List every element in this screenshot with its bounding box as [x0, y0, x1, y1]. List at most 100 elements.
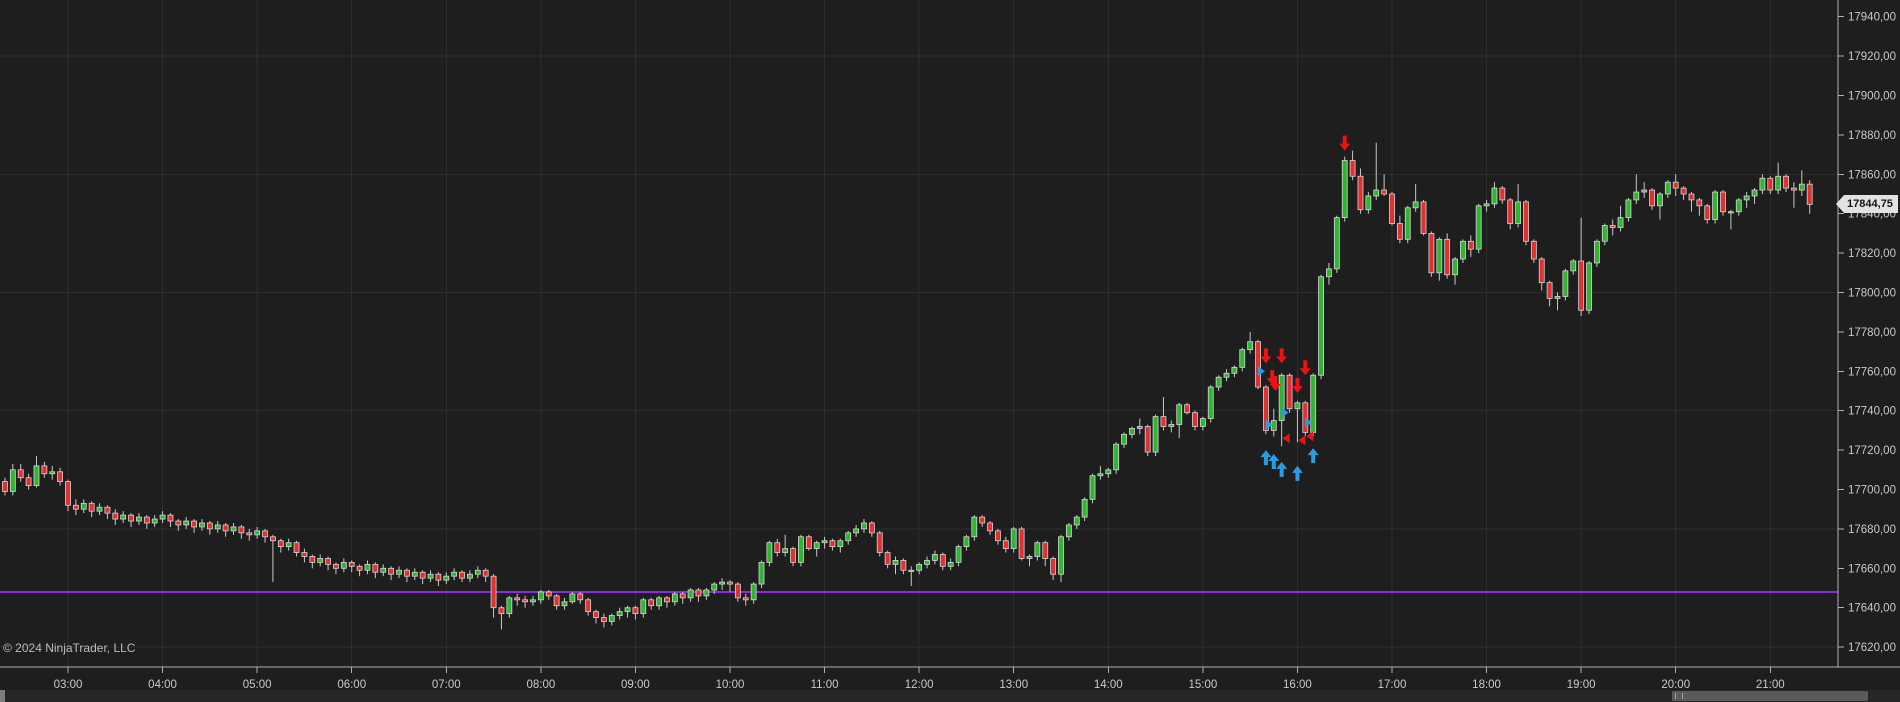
- candle: [1515, 184, 1521, 228]
- candle: [96, 503, 103, 516]
- candle: [191, 519, 197, 533]
- candle: [388, 566, 395, 581]
- candle: [1223, 369, 1230, 382]
- candle: [774, 538, 781, 557]
- candle: [1349, 150, 1356, 181]
- candle: [624, 605, 631, 618]
- candle: [498, 605, 505, 630]
- candle: [1460, 239, 1466, 263]
- candle: [1184, 402, 1190, 415]
- candle: [1428, 231, 1435, 277]
- candle: [1712, 190, 1719, 224]
- candle: [1333, 215, 1340, 273]
- candle: [396, 566, 402, 579]
- candle: [648, 597, 655, 610]
- candle: [1018, 526, 1025, 561]
- candles: [2, 142, 1813, 630]
- current-price-label: 17844,75: [1847, 198, 1893, 210]
- price-axis[interactable]: 17940,00 17920,00 17900,00 17880,00 17860,00…: [1838, 12, 1896, 654]
- price-axis-label: 17920,00: [1848, 51, 1896, 63]
- sell-signal-arrow-icon: [1291, 377, 1303, 393]
- candle: [325, 556, 331, 571]
- candle: [892, 556, 899, 575]
- time-axis[interactable]: 03:00 04:00 05:00 06:00 07:00 08:00 09:00 10:00…: [54, 667, 1785, 691]
- candle: [1058, 534, 1064, 583]
- candle: [364, 560, 371, 575]
- candle: [719, 578, 726, 590]
- candle: [1381, 174, 1388, 196]
- candle: [1546, 280, 1553, 307]
- candle: [1034, 540, 1041, 561]
- candle: [80, 499, 87, 514]
- candle: [1318, 274, 1324, 380]
- candle: [443, 572, 450, 585]
- price-axis-label: 17660,00: [1848, 563, 1896, 575]
- candle: [25, 473, 32, 490]
- time-axis-label: 20:00: [1661, 679, 1690, 691]
- candle: [1168, 420, 1175, 433]
- axes: [0, 0, 1900, 668]
- candle: [593, 609, 599, 624]
- candle: [1042, 540, 1049, 567]
- exit-triangle-icon: [1306, 431, 1314, 442]
- candle: [2, 477, 8, 496]
- candle: [136, 513, 142, 525]
- candle: [1523, 199, 1529, 246]
- candle: [206, 521, 213, 535]
- candle: [1294, 400, 1301, 443]
- horizontal-scrollbar[interactable]: [0, 690, 1900, 702]
- candle: [1396, 215, 1403, 244]
- buy-signal-arrow-icon: [1291, 465, 1303, 481]
- candle: [1452, 257, 1458, 285]
- candle: [1720, 190, 1726, 216]
- candle: [553, 593, 560, 610]
- candle: [821, 536, 828, 549]
- candle: [1806, 180, 1813, 214]
- candle: [805, 534, 812, 551]
- candle: [309, 554, 316, 569]
- price-axis-label: 17820,00: [1848, 248, 1896, 260]
- candle: [1144, 424, 1151, 457]
- candle: [1026, 554, 1033, 567]
- candle: [1696, 197, 1703, 216]
- candle: [112, 509, 119, 525]
- candle: [1239, 347, 1246, 372]
- candle: [317, 554, 324, 567]
- candle: [1467, 235, 1474, 258]
- candle: [963, 534, 970, 551]
- time-axis-label: 08:00: [526, 679, 555, 691]
- candle: [333, 562, 339, 575]
- candle: [908, 566, 915, 587]
- candle: [1688, 192, 1695, 212]
- candle: [813, 540, 820, 557]
- candle: [285, 538, 292, 551]
- price-axis-label: 17700,00: [1848, 485, 1896, 497]
- candle: [1530, 239, 1537, 263]
- scrollbar-left-grip[interactable]: [0, 690, 5, 702]
- candle: [1176, 402, 1183, 439]
- price-axis-label: 17800,00: [1848, 288, 1896, 300]
- candle: [1270, 408, 1277, 437]
- candle: [987, 521, 993, 535]
- candle: [104, 505, 111, 520]
- candle: [1436, 237, 1443, 281]
- candle: [427, 570, 434, 583]
- candle: [340, 558, 347, 573]
- price-axis-label: 17940,00: [1848, 12, 1896, 24]
- candle: [348, 560, 355, 573]
- candle: [947, 558, 954, 571]
- candle: [1483, 199, 1490, 212]
- candle: [1365, 192, 1372, 214]
- buy-signal-arrow-icon: [1260, 450, 1272, 466]
- entry-triangle-icon: [1305, 417, 1313, 428]
- candle: [1767, 176, 1774, 194]
- scrollbar-thumb[interactable]: [1672, 691, 1868, 701]
- candle: [537, 589, 544, 604]
- candle: [1136, 418, 1143, 435]
- candle: [1704, 203, 1711, 224]
- candle: [411, 568, 418, 581]
- candle: [301, 548, 308, 563]
- price-axis-label: 17760,00: [1848, 366, 1896, 378]
- candle: [1625, 197, 1632, 222]
